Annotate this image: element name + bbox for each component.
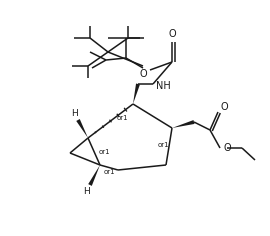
Polygon shape <box>88 165 100 186</box>
Polygon shape <box>172 120 194 128</box>
Text: or1: or1 <box>98 149 110 155</box>
Text: or1: or1 <box>116 115 128 121</box>
Polygon shape <box>76 119 88 138</box>
Text: O: O <box>139 69 147 79</box>
Polygon shape <box>133 84 140 104</box>
Text: or1: or1 <box>103 169 115 175</box>
Text: H: H <box>71 110 77 118</box>
Text: O: O <box>220 102 228 112</box>
Text: NH: NH <box>156 81 170 91</box>
Text: H: H <box>84 187 90 197</box>
Text: O: O <box>223 143 231 153</box>
Text: or1: or1 <box>157 142 169 148</box>
Text: O: O <box>168 29 176 39</box>
